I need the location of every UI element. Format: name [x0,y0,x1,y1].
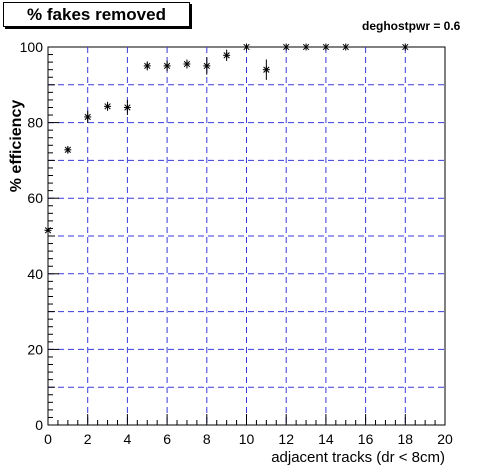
marker-stroke [64,146,72,153]
data-point [44,226,52,234]
y-axis-label: % efficiency [8,100,25,193]
x-tick-label: 18 [398,431,414,447]
x-tick-label: 6 [163,431,171,447]
data-point [262,59,270,80]
chart-title: % fakes removed [3,2,190,27]
marker-stroke [402,43,409,51]
marker-stroke [203,62,210,70]
data-point [243,43,250,51]
grid-lines [48,47,445,425]
x-tick-label: 20 [437,431,453,447]
axis-ticks [47,46,446,426]
data-point [84,110,92,123]
data-point [401,43,409,51]
chart-annotation: deghostpwr = 0.6 [362,19,461,33]
data-point [322,43,330,51]
data-point [342,43,350,51]
marker-stroke [104,103,111,110]
data-point [223,49,231,61]
y-tick-label: 40 [27,266,43,282]
data-point [163,60,171,72]
marker-stroke [302,43,310,51]
x-tick-label: 12 [278,431,294,447]
marker-stroke [263,66,270,73]
marker-stroke [84,113,91,121]
data-point [64,146,72,154]
data-point [183,59,191,69]
x-tick-label: 14 [318,431,334,447]
data-point [203,57,211,75]
marker-stroke [163,62,171,70]
marker-stroke [223,52,230,59]
data-point [143,61,151,71]
marker-stroke [342,43,349,51]
marker-stroke [183,60,191,68]
marker-stroke [44,227,52,234]
marker-stroke [124,104,131,111]
x-tick-label: 0 [44,431,52,447]
x-tick-label: 4 [124,431,132,447]
y-tick-label: 60 [27,190,43,206]
y-tick-label: 100 [20,39,44,55]
x-axis-label: adjacent tracks (dr < 8cm) [271,449,445,466]
marker-stroke [283,43,290,51]
marker-stroke [144,62,151,70]
y-tick-label: 0 [35,417,43,433]
data-point [123,99,131,116]
marker-stroke [243,43,250,51]
x-tick-label: 2 [84,431,92,447]
data-point [282,43,290,51]
marker-stroke [322,43,330,51]
y-tick-label: 80 [27,115,43,131]
tick-labels: 0 2 4 6 8 10 12 14 16 18 20 0 20 40 60 80 100 [20,39,453,447]
x-tick-label: 10 [239,431,255,447]
data-point [104,101,112,111]
data-points [44,43,409,234]
x-tick-label: 8 [203,431,211,447]
x-tick-label: 16 [358,431,374,447]
data-point [302,43,310,51]
y-tick-label: 20 [27,341,43,357]
